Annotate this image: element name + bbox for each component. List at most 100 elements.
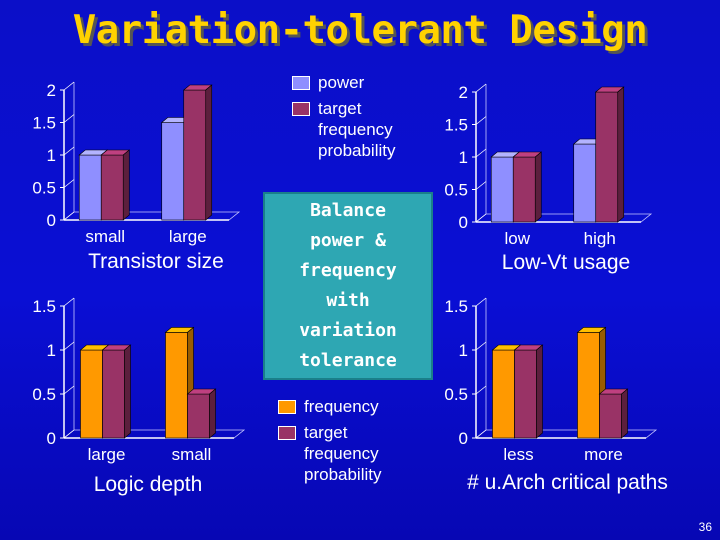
bar-front <box>165 332 188 439</box>
bar-front <box>187 393 210 439</box>
bar-large-series2 <box>182 84 213 221</box>
bar-side <box>536 344 543 439</box>
y-tick-diagonal <box>475 385 487 395</box>
y-tick-label: 0.5 <box>444 181 468 200</box>
bar-low-series2 <box>512 151 543 223</box>
y-tick-diagonal <box>63 429 75 439</box>
y-tick-label: 2 <box>459 83 468 102</box>
legend-item-target-frequency-probability: target frequency probability <box>292 98 396 161</box>
bar-side <box>124 344 131 439</box>
bar-front <box>102 349 125 439</box>
bar-front <box>492 349 515 439</box>
x-tick-label-large: large <box>88 445 126 464</box>
y-tick-diagonal <box>475 429 487 439</box>
y-tick-label: 0.5 <box>32 179 56 198</box>
bar-high-series2 <box>594 86 625 223</box>
bar-side <box>122 149 130 221</box>
legend-swatch-target-frequency-probability <box>292 102 310 116</box>
y-tick-diagonal <box>63 211 75 221</box>
y-tick-label: 2 <box>47 81 56 100</box>
y-tick-label: 1 <box>47 341 56 360</box>
chart-transistor-size: 0 0.5 1 1.5 2 small large <box>32 81 241 246</box>
y-tick-diagonal <box>475 181 487 190</box>
x-tick-label-more: more <box>584 445 623 464</box>
y-tick-label: 0.5 <box>32 385 56 404</box>
bar-side <box>209 388 216 439</box>
legend-label-power: power <box>318 73 365 92</box>
y-tick-diagonal <box>63 385 75 395</box>
bar-front <box>161 122 185 221</box>
y-tick-diagonal <box>475 341 487 351</box>
y-tick-diagonal <box>63 179 75 188</box>
xlabel-logic-depth: Logic depth <box>93 473 203 496</box>
legend-label-target-frequency-probability: target frequency probability <box>318 99 396 160</box>
bar-front <box>595 91 619 223</box>
x-tick-label-small: small <box>85 227 125 246</box>
center-message: Balance power & frequency with variation… <box>299 200 397 371</box>
bar-side <box>617 86 625 223</box>
bar-front <box>599 393 622 439</box>
y-tick-label: 1 <box>459 148 468 167</box>
x-tick-label-small: small <box>172 445 212 464</box>
x-tick-label-less: less <box>503 445 533 464</box>
page-number: 36 <box>698 520 712 534</box>
bar-front <box>490 156 514 223</box>
y-tick-diagonal <box>63 146 75 156</box>
bar-more-series2 <box>598 388 629 439</box>
bar-front <box>514 349 537 439</box>
legend-top: power target frequency probability <box>292 72 396 166</box>
y-tick-label: 0 <box>459 213 468 232</box>
slide-title: Variation-tolerant Design <box>72 8 648 53</box>
legend-item-power: power <box>292 72 396 93</box>
bar-front <box>577 332 600 439</box>
x-tick-label-large: large <box>169 227 207 246</box>
legend-swatch-frequency <box>278 400 296 414</box>
chart-uarch-critical-paths: 0 0.5 1 1.5 less more <box>444 297 658 464</box>
y-tick-diagonal <box>475 116 487 125</box>
y-tick-diagonal <box>63 114 75 123</box>
y-tick-diagonal <box>475 297 487 307</box>
bar-front <box>183 89 207 221</box>
bar-side <box>205 84 213 221</box>
y-tick-label: 1 <box>459 341 468 360</box>
y-tick-label: 1 <box>47 146 56 165</box>
y-tick-diagonal <box>63 297 75 307</box>
y-tick-diagonal <box>475 213 487 223</box>
legend-bottom: frequency target frequency probability <box>278 396 382 490</box>
chart-low-vt-usage: 0 0.5 1 1.5 2 low high <box>444 83 653 248</box>
center-message-box: Balance power & frequency with variation… <box>263 192 433 380</box>
xlabel-low-vt-usage: Low-Vt usage <box>501 251 631 274</box>
y-tick-diagonal <box>63 341 75 351</box>
y-tick-label: 1.5 <box>444 297 468 316</box>
y-tick-diagonal <box>475 148 487 158</box>
legend-swatch-target-frequency-probability-bottom <box>278 426 296 440</box>
y-tick-label: 0 <box>47 429 56 448</box>
legend-item-target-frequency-probability-bottom: target frequency probability <box>278 422 382 485</box>
bar-front <box>100 154 124 221</box>
y-tick-label: 1.5 <box>444 116 468 135</box>
bar-small-series2 <box>100 149 131 221</box>
xlabel-uarch-critical-paths: # u.Arch critical paths <box>467 471 668 494</box>
legend-swatch-power <box>292 76 310 90</box>
y-tick-label: 0 <box>47 211 56 230</box>
y-tick-label: 0.5 <box>444 385 468 404</box>
x-tick-label-high: high <box>584 229 616 248</box>
x-tick-label-low: low <box>504 229 530 248</box>
y-tick-label: 0 <box>459 429 468 448</box>
bar-front <box>573 143 597 223</box>
legend-item-frequency: frequency <box>278 396 382 417</box>
bar-front <box>78 154 102 221</box>
y-tick-diagonal <box>475 83 487 93</box>
chart-logic-depth: 0 0.5 1 1.5 large small <box>32 297 246 464</box>
legend-label-frequency: frequency <box>304 397 379 416</box>
legend-label-target-frequency-probability-bottom: target frequency probability <box>304 423 382 484</box>
bar-large-series2 <box>101 344 132 439</box>
bar-side <box>534 151 542 223</box>
y-tick-label: 1.5 <box>32 297 56 316</box>
bar-front <box>512 156 536 223</box>
y-tick-diagonal <box>63 81 75 91</box>
bar-side <box>621 388 628 439</box>
bar-less-series2 <box>513 344 544 439</box>
bar-front <box>80 349 103 439</box>
y-tick-label: 1.5 <box>32 114 56 133</box>
